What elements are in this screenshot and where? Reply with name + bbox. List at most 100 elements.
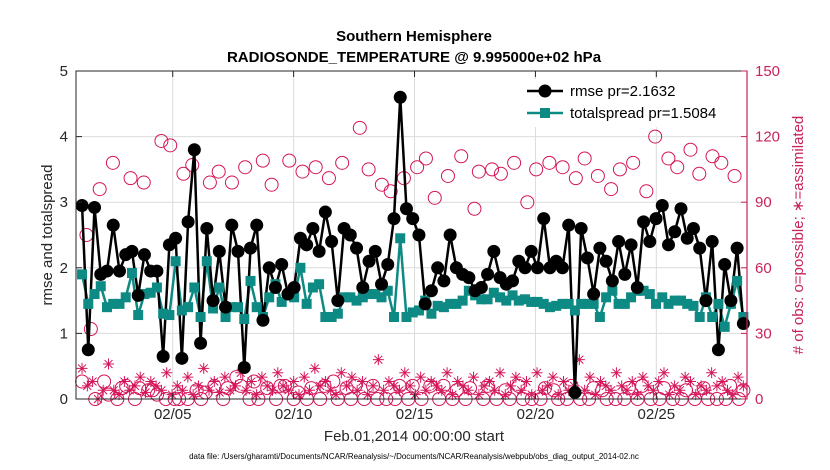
assimilated-obs-stroke bbox=[691, 390, 701, 399]
assimilated-obs-marker bbox=[489, 384, 501, 396]
rmse-point bbox=[325, 235, 339, 249]
totalspread-point bbox=[176, 305, 187, 316]
rmse-point bbox=[206, 294, 220, 308]
assimilated-obs-stroke bbox=[120, 377, 129, 386]
possible-obs-marker bbox=[529, 162, 544, 177]
possible-obs-marker bbox=[604, 182, 619, 197]
rmse-point bbox=[156, 349, 170, 363]
assimilated-obs-stroke bbox=[331, 390, 341, 399]
assimilated-obs-marker bbox=[372, 354, 384, 366]
possible-obs-marker bbox=[163, 138, 178, 153]
totalspread-point bbox=[326, 312, 337, 322]
assimilated-obs-marker bbox=[674, 384, 686, 396]
rmse-point bbox=[106, 218, 120, 232]
possible-obs-marker bbox=[154, 133, 169, 148]
assimilated-obs-stroke bbox=[585, 372, 595, 382]
rmse-point bbox=[256, 313, 270, 327]
assimilated-obs-marker bbox=[171, 380, 183, 392]
possible-obs-marker bbox=[568, 171, 583, 186]
assimilated-obs-stroke bbox=[204, 385, 214, 395]
totalspread-point bbox=[307, 282, 318, 293]
assimilated-obs-stroke bbox=[739, 381, 748, 391]
assimilated-obs-marker bbox=[399, 367, 411, 379]
assimilated-obs-stroke bbox=[469, 372, 478, 382]
assimilated-obs-stroke bbox=[664, 390, 674, 399]
rmse-point bbox=[680, 231, 694, 245]
assimilated-obs-marker bbox=[684, 376, 696, 388]
totalspread-point bbox=[526, 296, 537, 307]
assimilated-obs-stroke bbox=[500, 390, 510, 399]
assimilated-obs-marker bbox=[192, 380, 204, 392]
totalspread-point bbox=[164, 310, 175, 321]
assimilated-obs-marker bbox=[626, 376, 638, 388]
rmse-point bbox=[225, 218, 239, 232]
totalspread-point bbox=[601, 292, 612, 303]
assimilated-obs-marker bbox=[102, 358, 114, 370]
rmse-point bbox=[668, 225, 682, 239]
assimilated-obs-marker bbox=[499, 389, 511, 401]
assimilated-obs-marker bbox=[367, 380, 379, 392]
possible-obs-marker bbox=[577, 151, 592, 166]
assimilated-obs-marker bbox=[161, 367, 173, 379]
totalspread-point bbox=[220, 312, 231, 322]
assimilated-obs-stroke bbox=[135, 372, 145, 382]
assimilated-obs-marker bbox=[134, 371, 146, 383]
rmse-point bbox=[81, 343, 95, 357]
assimilated-obs-marker bbox=[140, 386, 152, 398]
assimilated-obs-stroke bbox=[199, 364, 209, 373]
assimilated-obs-stroke bbox=[257, 372, 267, 382]
possible-obs-marker bbox=[440, 168, 455, 183]
rmse-point bbox=[350, 241, 364, 255]
assimilated-obs-marker bbox=[118, 376, 130, 388]
rmse-point bbox=[112, 264, 126, 278]
possible-obs-marker bbox=[555, 160, 570, 175]
totalspread-point bbox=[126, 268, 137, 279]
rmse-point bbox=[562, 218, 576, 232]
rmse-point bbox=[530, 261, 544, 275]
possible-obs-marker bbox=[648, 129, 663, 144]
assimilated-obs-stroke bbox=[458, 381, 468, 391]
rmse-point bbox=[231, 244, 245, 258]
assimilated-obs-stroke bbox=[453, 377, 462, 386]
rmse-point bbox=[443, 228, 457, 242]
totalspread-point bbox=[538, 298, 549, 309]
totalspread-point bbox=[451, 298, 462, 309]
totalspread-point bbox=[520, 294, 531, 305]
rmse-point bbox=[200, 221, 214, 235]
assimilated-obs-marker bbox=[319, 376, 331, 388]
totalspread-point bbox=[619, 298, 630, 309]
assimilated-obs-stroke bbox=[416, 372, 425, 382]
totalspread-point bbox=[201, 256, 212, 267]
assimilated-obs-stroke bbox=[379, 385, 388, 395]
rmse-point bbox=[150, 264, 164, 278]
totalspread-point bbox=[495, 292, 506, 303]
assimilated-obs-stroke bbox=[162, 368, 172, 378]
assimilated-obs-stroke bbox=[670, 381, 679, 391]
possible-obs-marker bbox=[83, 322, 98, 337]
assimilated-obs-marker bbox=[732, 371, 744, 383]
assimilated-obs-stroke bbox=[659, 368, 669, 378]
assimilated-obs-stroke bbox=[172, 381, 182, 391]
rmse-point bbox=[406, 212, 420, 226]
assimilated-obs-marker bbox=[362, 389, 374, 401]
assimilated-obs-stroke bbox=[342, 381, 351, 391]
assimilated-obs-stroke bbox=[194, 381, 203, 391]
rmse-point bbox=[481, 267, 495, 281]
rmse-point bbox=[568, 385, 582, 399]
possible-obs-marker bbox=[264, 177, 279, 192]
totalspread-point bbox=[364, 289, 375, 300]
y-left-tick-label: 2 bbox=[60, 260, 68, 277]
totalspread-point bbox=[170, 256, 181, 267]
totalspread-point bbox=[345, 292, 356, 303]
rmse-point bbox=[730, 241, 744, 255]
assimilated-obs-marker bbox=[288, 376, 300, 388]
assimilated-obs-marker bbox=[616, 380, 628, 392]
totalspread-point bbox=[569, 305, 580, 316]
rmse-point bbox=[630, 280, 644, 294]
assimilated-obs-marker bbox=[208, 376, 220, 388]
assimilated-obs-marker bbox=[663, 389, 675, 401]
assimilated-obs-marker bbox=[690, 389, 702, 401]
totalspread-point bbox=[657, 292, 668, 303]
assimilated-obs-marker bbox=[214, 386, 226, 398]
rmse-point bbox=[736, 317, 750, 331]
